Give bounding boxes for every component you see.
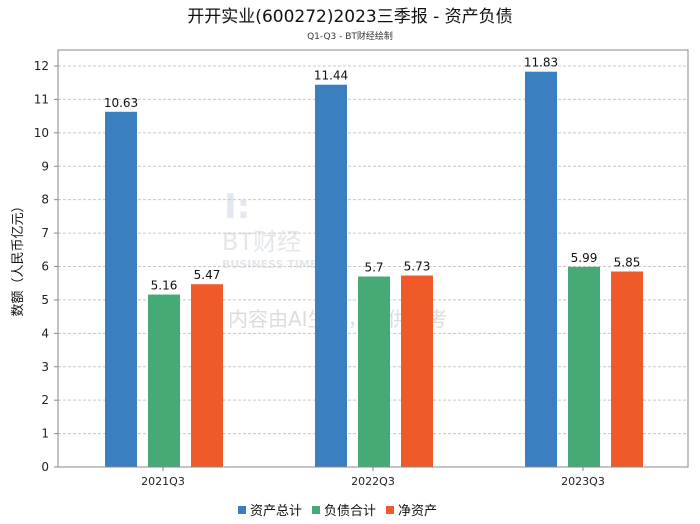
bar-资产总计 [525,71,557,467]
x-tick-label: 2023Q3 [561,475,605,488]
y-axis-label: 数额（人民币亿元） [11,199,26,316]
legend-label: 净资产 [398,504,437,519]
legend-swatch [312,506,320,514]
chart-title: 开开实业(600272)2023三季报 - 资产负债 [187,7,512,27]
bar-资产总计 [105,111,137,468]
legend-label: 资产总计 [250,504,302,519]
y-tick-label: 7 [41,226,49,240]
data-label: 5.47 [194,268,221,282]
y-tick-label: 9 [41,159,49,173]
watermark-logo-icon: I: [224,187,250,227]
legend-swatch [238,506,246,514]
data-label: 5.99 [571,251,598,265]
data-label: 5.16 [151,279,178,293]
chart-subtitle: Q1-Q3 - BT财经绘制 [307,30,393,42]
y-tick-label: 10 [34,126,49,140]
y-tick-label: 12 [34,59,49,73]
data-label: 5.85 [614,256,641,270]
bar-净资产 [191,284,223,467]
y-tick-label: 4 [41,326,49,340]
y-tick-label: 2 [41,393,49,407]
data-label: 11.83 [524,56,558,70]
bar-净资产 [401,275,433,467]
y-tick-label: 3 [41,360,49,374]
y-tick-label: 8 [41,193,49,207]
y-tick-label: 0 [41,460,49,474]
bar-负债合计 [358,276,390,467]
data-label: 11.44 [314,69,348,83]
y-tick-label: 1 [41,427,49,441]
y-tick-label: 5 [41,293,49,307]
bar-净资产 [611,271,643,467]
y-tick-label: 6 [41,260,49,274]
bar-负债合计 [148,294,180,467]
x-tick-label: 2022Q3 [351,475,395,488]
bar-负债合计 [568,266,600,467]
y-tick-label: 11 [34,92,49,106]
watermark-brand: BT财经 [222,228,301,256]
legend-swatch [386,506,394,514]
data-label: 5.73 [404,260,431,274]
data-label: 5.7 [364,261,383,275]
x-tick-label: 2021Q3 [141,475,185,488]
data-label: 10.63 [104,96,138,110]
watermark-brand-en: BUSINESS TIMES [222,258,325,271]
plot-frame [57,49,689,468]
bar-资产总计 [315,84,347,468]
legend-label: 负债合计 [324,504,376,519]
